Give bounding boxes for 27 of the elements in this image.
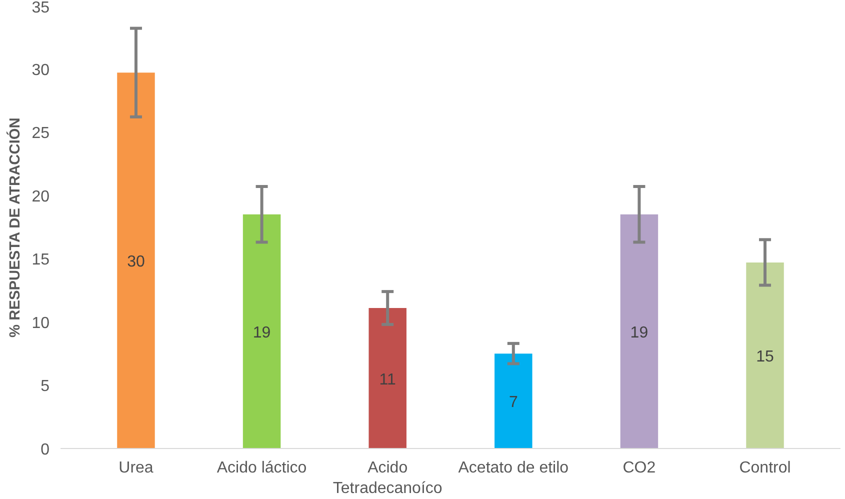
bar <box>494 354 532 448</box>
data-label: 7 <box>508 394 518 412</box>
bar <box>620 214 658 448</box>
y-tick-label: 20 <box>32 188 50 206</box>
x-tick-label: Acetato de etilo <box>458 460 569 476</box>
y-tick-label: 35 <box>32 0 50 16</box>
x-tick-label: Acido láctico <box>216 460 307 476</box>
data-label: 19 <box>252 324 271 342</box>
bar <box>242 214 281 448</box>
x-tick-label: Acido Tetradecanoíco <box>332 460 442 497</box>
y-tick-label: 10 <box>32 314 50 332</box>
y-tick-label: 25 <box>32 125 50 142</box>
x-tick-label: Control <box>739 460 791 476</box>
data-label: 30 <box>127 254 145 271</box>
y-tick-label: 0 <box>40 442 50 458</box>
bar <box>368 308 406 448</box>
x-tick-label: Urea <box>118 460 154 476</box>
bar <box>746 262 784 448</box>
y-tick-label: 30 <box>32 62 50 79</box>
y-axis-title: % RESPUESTA DE ATRACCIÓN <box>6 118 24 338</box>
x-tick-label: CO2 <box>622 460 656 476</box>
y-tick-label: 5 <box>40 378 50 396</box>
bar <box>117 72 155 448</box>
y-tick-label: 15 <box>32 252 50 269</box>
data-label: 15 <box>756 348 774 366</box>
data-label: 19 <box>630 324 648 342</box>
data-label: 11 <box>379 371 396 388</box>
